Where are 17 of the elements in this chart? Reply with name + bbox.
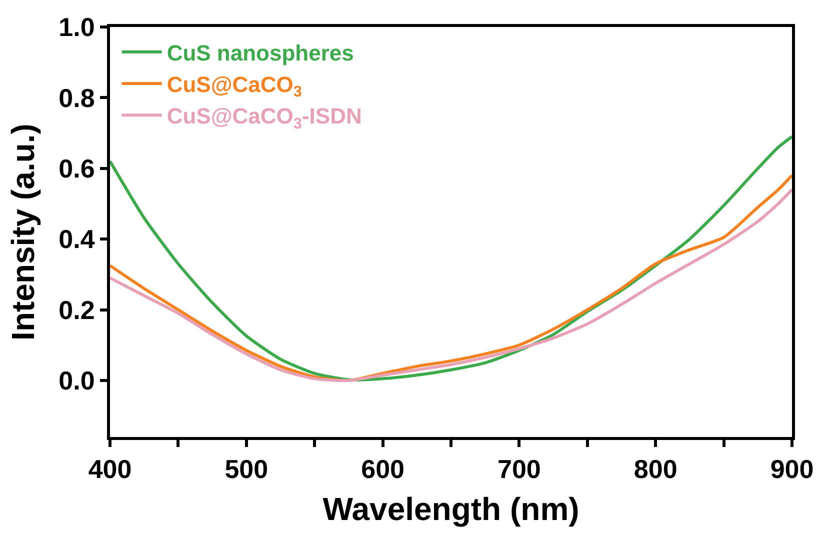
y-tick-label: 0.8	[58, 82, 95, 113]
x-tick-label: 600	[361, 454, 404, 484]
legend-label: CuS@CaCO$_{3}$-ISDN	[166, 104, 362, 132]
legend-label: CuS nanospheres	[166, 40, 354, 66]
x-tick-label: 500	[224, 454, 268, 484]
y-tick-label: 0.4	[58, 224, 96, 254]
y-tick-label: 0.2	[58, 294, 95, 325]
legend-label: CuS@CaCO$_{3}$	[166, 72, 302, 101]
y-tick-label: 0.6	[58, 153, 95, 184]
x-tick-label: 800	[634, 454, 678, 484]
x-tick-label: 400	[88, 454, 132, 484]
y-tick-label: 0.0	[58, 366, 95, 396]
x-tick-label: 700	[498, 454, 541, 484]
x-axis-title: Wavelength (nm)	[322, 491, 580, 528]
y-axis-title: Intensity (a.u.)	[4, 124, 41, 340]
x-tick-label: 900	[770, 454, 814, 484]
y-tick-label: 1.0	[58, 12, 95, 42]
